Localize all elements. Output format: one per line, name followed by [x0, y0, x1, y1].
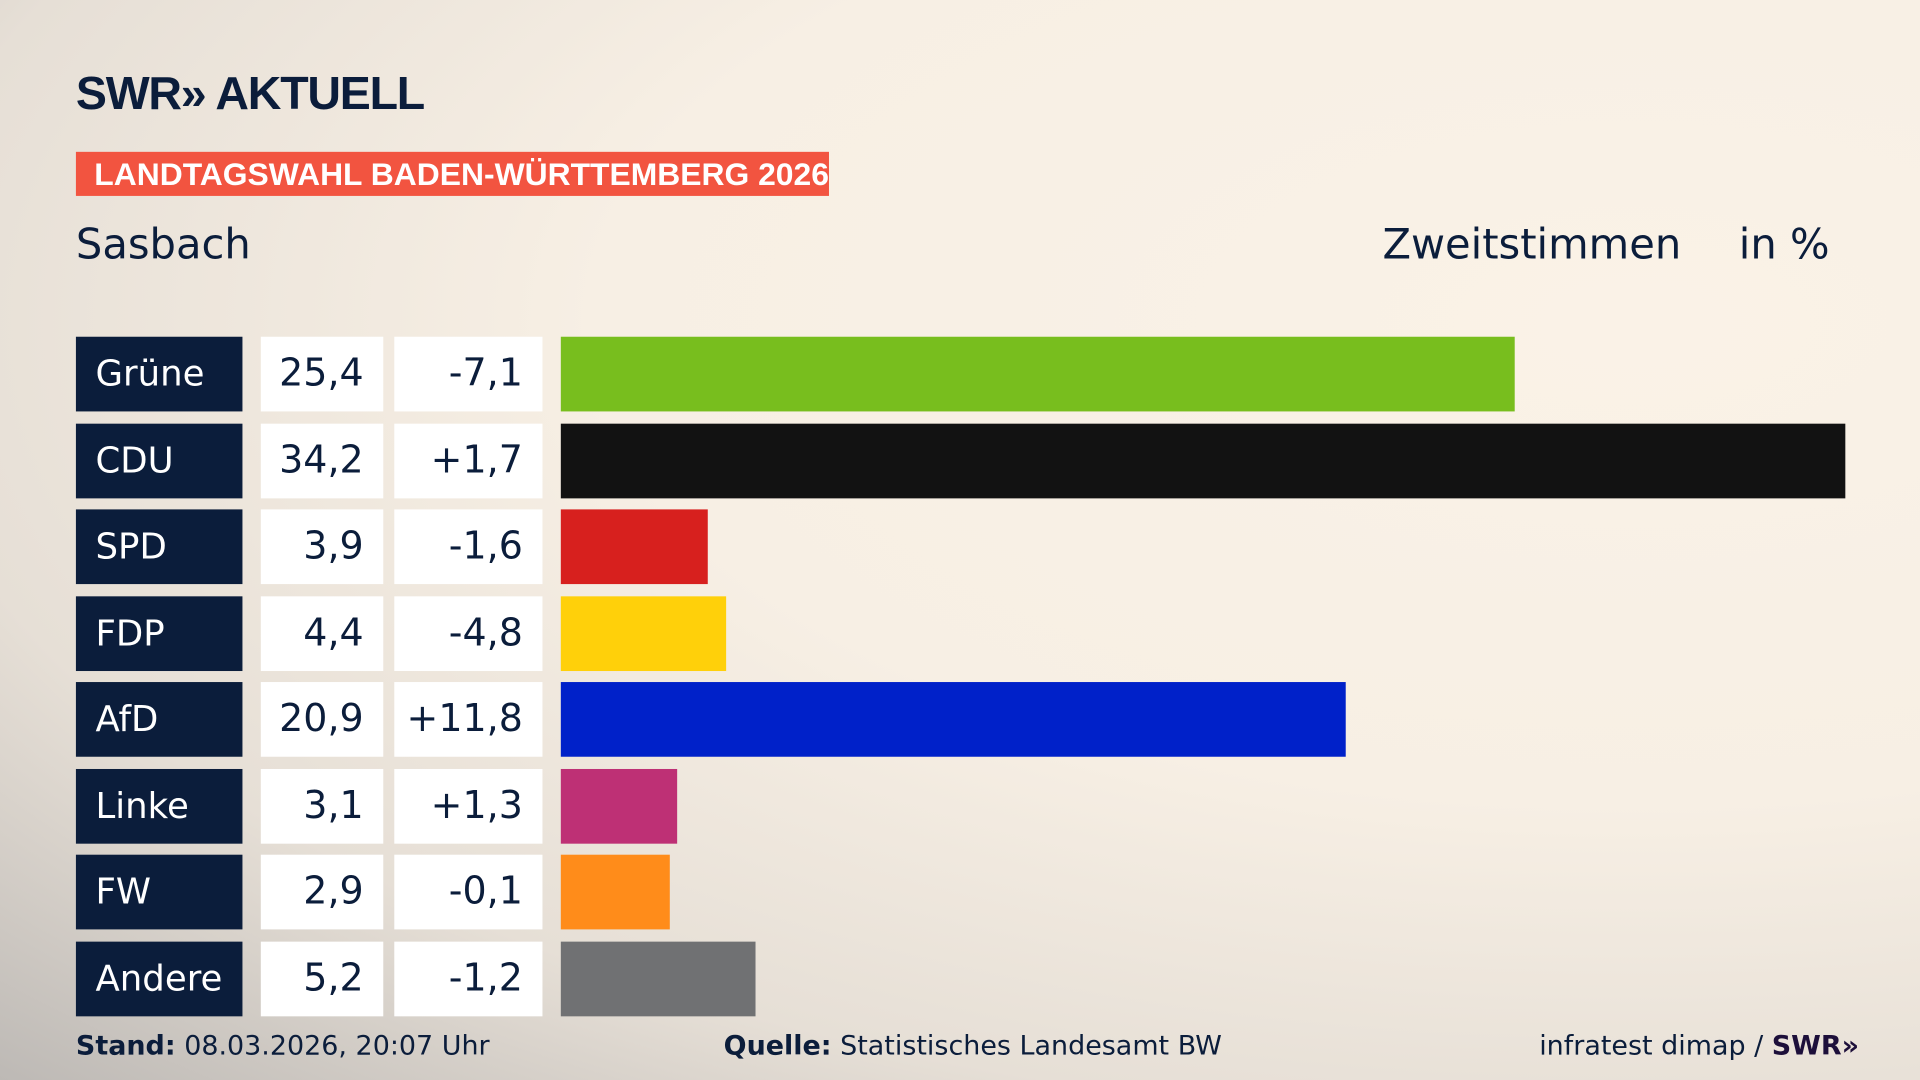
party-label: FW — [75, 854, 243, 930]
timestamp: Stand: 08.03.2026, 20:07 Uhr — [76, 1031, 490, 1062]
credit: infratest dimap / SWR» — [1539, 1031, 1859, 1062]
vote-change: -0,1 — [394, 854, 543, 930]
party-label: SPD — [75, 509, 243, 585]
source-label: Quelle: — [723, 1031, 832, 1062]
vote-share: 3,1 — [260, 768, 384, 844]
party-label: CDU — [75, 423, 243, 498]
swr-logo: SWR» — [1771, 1031, 1860, 1062]
vote-share: 4,4 — [260, 595, 384, 671]
party-label: Grüne — [75, 336, 243, 412]
bar — [560, 682, 1346, 757]
bar — [560, 423, 1846, 498]
party-label: FDP — [75, 595, 243, 671]
unit-label: in % — [1738, 220, 1830, 270]
vote-change: -4,8 — [394, 595, 543, 671]
vote-change: -1,2 — [394, 941, 543, 1016]
vote-share: 20,9 — [260, 682, 384, 757]
place-title: Sasbach — [75, 220, 251, 270]
bar — [560, 595, 727, 671]
vote-change: +1,3 — [394, 768, 543, 844]
stand-value: 08.03.2026, 20:07 Uhr — [184, 1031, 490, 1062]
bar — [560, 336, 1515, 412]
party-label: Andere — [75, 941, 243, 1016]
vote-change: -7,1 — [394, 336, 543, 412]
bar — [560, 854, 670, 930]
vote-type: Zweitstimmen — [1382, 220, 1682, 270]
bar — [560, 768, 678, 844]
bar — [560, 941, 757, 1016]
vote-share: 34,2 — [260, 423, 384, 498]
vote-change: +11,8 — [394, 682, 543, 757]
vote-change: +1,7 — [394, 423, 543, 498]
stand-label: Stand: — [75, 1031, 176, 1062]
vote-share: 3,9 — [260, 509, 384, 585]
bar — [560, 509, 708, 585]
vote-change: -1,6 — [394, 509, 543, 585]
vote-share: 25,4 — [260, 336, 384, 412]
party-label: Linke — [75, 768, 243, 844]
swr-aktuell-logo: SWR» AKTUELL — [75, 68, 425, 121]
vote-share: 2,9 — [260, 854, 384, 930]
source: Quelle: Statistisches Landesamt BW — [724, 1031, 1222, 1062]
election-banner: LANDTAGSWAHL BADEN-WÜRTTEMBERG 2026 — [75, 151, 829, 196]
vote-share: 5,2 — [260, 941, 384, 1016]
party-label: AfD — [75, 682, 243, 757]
credit-text: infratest dimap / — [1539, 1031, 1764, 1062]
source-value: Statistisches Landesamt BW — [840, 1031, 1222, 1062]
